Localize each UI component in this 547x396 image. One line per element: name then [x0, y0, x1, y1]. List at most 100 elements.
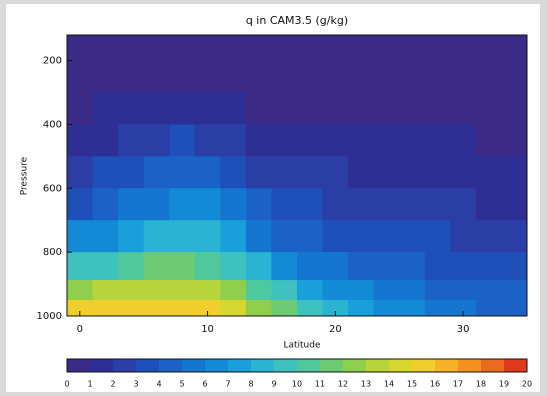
colorbar-swatch: [205, 359, 229, 372]
contour-cell: [245, 60, 272, 93]
contour-cell: [322, 188, 349, 221]
colorbar-label: 14: [384, 380, 394, 389]
contour-cell: [348, 156, 375, 189]
contour-cell: [373, 35, 400, 62]
contour-cell: [271, 252, 298, 281]
contour-cell: [271, 188, 298, 221]
contour-cell: [399, 188, 426, 221]
chart-title: q in CAM3.5 (g/kg): [246, 14, 348, 27]
colorbar-label: 13: [361, 380, 371, 389]
colorbar-label: 18: [476, 380, 486, 389]
contour-cell: [450, 92, 477, 125]
contour-cell: [322, 252, 349, 281]
contour-cell: [501, 220, 528, 253]
y-tick-label: 200: [43, 56, 62, 67]
contour-cell: [399, 300, 426, 317]
colorbar-swatch: [113, 359, 137, 372]
x-tick-label: 20: [329, 324, 342, 335]
contour-cell: [399, 252, 426, 281]
contour-cell: [297, 220, 324, 253]
contour-cell: [143, 35, 170, 62]
contour-cell: [143, 252, 170, 281]
colorbar-label: 10: [292, 380, 302, 389]
contour-cell: [169, 156, 196, 189]
contour-cell: [194, 156, 221, 189]
contour-cell: [245, 156, 272, 189]
contour-cell: [245, 92, 272, 125]
contour-cell: [67, 252, 94, 281]
colorbar-label: 2: [110, 380, 115, 389]
contour-cell: [348, 60, 375, 93]
y-axis-label: Pressure: [20, 156, 30, 195]
contour-cell: [399, 280, 426, 301]
contour-cell: [297, 124, 324, 157]
contour-cell: [220, 156, 247, 189]
contour-cell: [450, 252, 477, 281]
colorbar-label: 5: [179, 380, 184, 389]
contour-cell: [143, 124, 170, 157]
contour-cell: [501, 124, 528, 157]
contour-cell: [271, 300, 298, 317]
contour-cell: [194, 188, 221, 221]
contour-cell: [118, 300, 145, 317]
contour-cell: [475, 300, 502, 317]
colorbar-label: 20: [522, 380, 532, 389]
contour-cell: [424, 92, 451, 125]
contour-cell: [373, 220, 400, 253]
contour-cell: [143, 156, 170, 189]
contour-cell: [194, 35, 221, 62]
contour-cell: [450, 280, 477, 301]
contour-cell: [118, 124, 145, 157]
contour-cell: [118, 188, 145, 221]
contour-cell: [92, 220, 119, 253]
contour-cell: [220, 252, 247, 281]
contour-cell: [169, 300, 196, 317]
contour-cell: [67, 300, 94, 317]
colorbar-label: 12: [338, 380, 348, 389]
contour-cell: [271, 156, 298, 189]
contour-cell: [399, 92, 426, 125]
colorbar-swatch: [182, 359, 206, 372]
contour-cell: [67, 124, 94, 157]
contour-cell: [297, 92, 324, 125]
contour-cell: [475, 280, 502, 301]
contour-cell: [501, 188, 528, 221]
colorbar-label: 3: [133, 380, 138, 389]
contour-cell: [92, 156, 119, 189]
contour-cell: [169, 92, 196, 125]
colorbar-label: 8: [248, 380, 253, 389]
contour-cell: [220, 280, 247, 301]
contour-cell: [322, 220, 349, 253]
colorbar-frame: [66, 358, 528, 373]
contour-cell: [424, 252, 451, 281]
contour-cell: [194, 220, 221, 253]
colorbar-swatch: [274, 359, 298, 372]
contour-cell: [169, 35, 196, 62]
contour-cell: [143, 188, 170, 221]
colorbar-swatch: [435, 359, 459, 372]
contour-cell: [424, 124, 451, 157]
contour-cell: [501, 252, 528, 281]
contour-cell: [373, 124, 400, 157]
contour-cell: [475, 92, 502, 125]
colorbar-label: 6: [202, 380, 207, 389]
contour-cell: [92, 280, 119, 301]
contour-cell: [475, 156, 502, 189]
contour-cell: [118, 60, 145, 93]
x-tick-label: 30: [457, 324, 470, 335]
contour-cell: [297, 156, 324, 189]
contour-cell: [475, 188, 502, 221]
colorbar-swatch: [412, 359, 436, 372]
contour-cell: [220, 124, 247, 157]
contour-cell: [245, 280, 272, 301]
y-tick-label: 1000: [37, 311, 62, 322]
contour-cell: [169, 252, 196, 281]
contour-cell: [220, 220, 247, 253]
contour-cell: [322, 300, 349, 317]
contour-cell: [143, 280, 170, 301]
contour-cell: [271, 124, 298, 157]
contour-cell: [450, 220, 477, 253]
contour-cell: [424, 60, 451, 93]
contour-cell: [373, 156, 400, 189]
